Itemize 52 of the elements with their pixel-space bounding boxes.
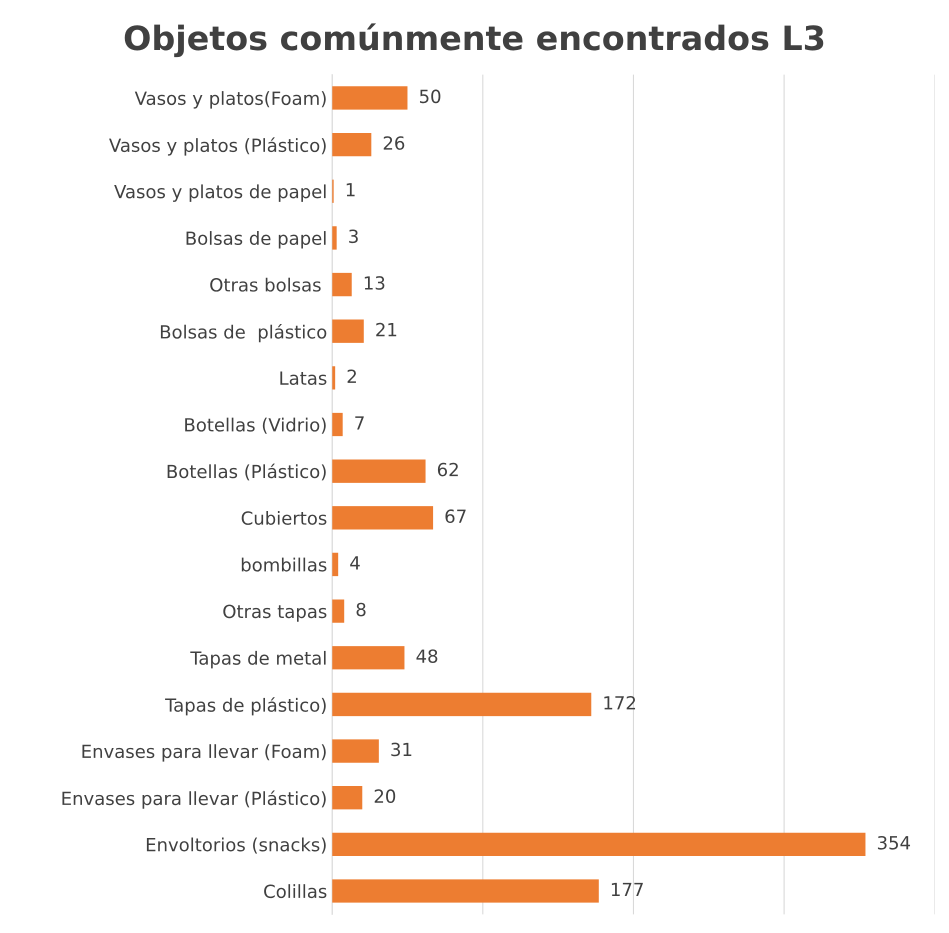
data-label: 13 xyxy=(364,276,384,290)
data-label: 7 xyxy=(355,416,364,430)
bar xyxy=(332,599,344,623)
data-label: 26 xyxy=(384,136,404,150)
data-label: 3 xyxy=(349,229,358,244)
bar xyxy=(332,86,408,110)
bar xyxy=(332,132,372,156)
y-tick-label: Tapas de plástico) xyxy=(165,697,326,716)
y-tick-label: bombillas xyxy=(242,558,326,572)
y-tick-label: Otras bolsas xyxy=(210,278,321,292)
y-tick-label: Envases para llevar (Foam) xyxy=(82,744,326,762)
y-tick-label: Colillas xyxy=(264,884,326,898)
data-label: 31 xyxy=(391,742,412,756)
data-label: 50 xyxy=(420,90,440,104)
data-label: 67 xyxy=(445,509,466,524)
data-label: 48 xyxy=(416,649,438,664)
bar xyxy=(332,506,434,530)
bar xyxy=(332,460,426,483)
y-tick-label: Vasos y platos (Plástico) xyxy=(109,137,326,156)
bar xyxy=(332,692,592,716)
data-label: 21 xyxy=(376,322,396,336)
data-label: 2 xyxy=(348,369,356,383)
data-label: 354 xyxy=(878,836,910,850)
y-tick-label: Botellas (Plástico) xyxy=(168,464,326,480)
bar xyxy=(332,320,364,343)
bar xyxy=(332,879,599,903)
y-tick-label: Bolsas de plástico xyxy=(160,324,326,342)
y-tick-label: Vasos y platos(Foam) xyxy=(134,91,326,109)
y-tick-label: Tapas de metal xyxy=(190,650,326,668)
bar xyxy=(332,552,338,576)
data-label: 4 xyxy=(350,556,360,570)
y-tick-label: Bolsas de papel xyxy=(186,231,326,249)
bar xyxy=(332,739,379,763)
bar xyxy=(332,646,404,670)
y-tick-label: Vasos y platos de papel xyxy=(114,184,326,202)
data-label: 20 xyxy=(374,789,396,803)
bar xyxy=(332,272,352,296)
y-tick-label: Botellas (Vidrio) xyxy=(185,418,326,434)
bar xyxy=(332,786,362,810)
y-tick-label: Latas xyxy=(280,372,326,385)
bar xyxy=(332,412,343,436)
bar xyxy=(332,832,866,856)
y-tick-label: Envases para llevar (Plástico) xyxy=(62,790,326,809)
data-label: 8 xyxy=(356,602,366,616)
data-label: 172 xyxy=(604,696,636,710)
y-tick-label: Envoltorios (snacks) xyxy=(146,838,326,854)
data-label: 177 xyxy=(612,882,643,896)
y-tick-label: Otras tapas xyxy=(223,604,326,622)
y-tick-label: Cubiertos xyxy=(242,510,326,525)
chart-title: Objetos comúnmente encontrados L3 xyxy=(124,23,824,58)
data-label: 62 xyxy=(438,462,458,476)
data-label: 1 xyxy=(346,183,355,196)
